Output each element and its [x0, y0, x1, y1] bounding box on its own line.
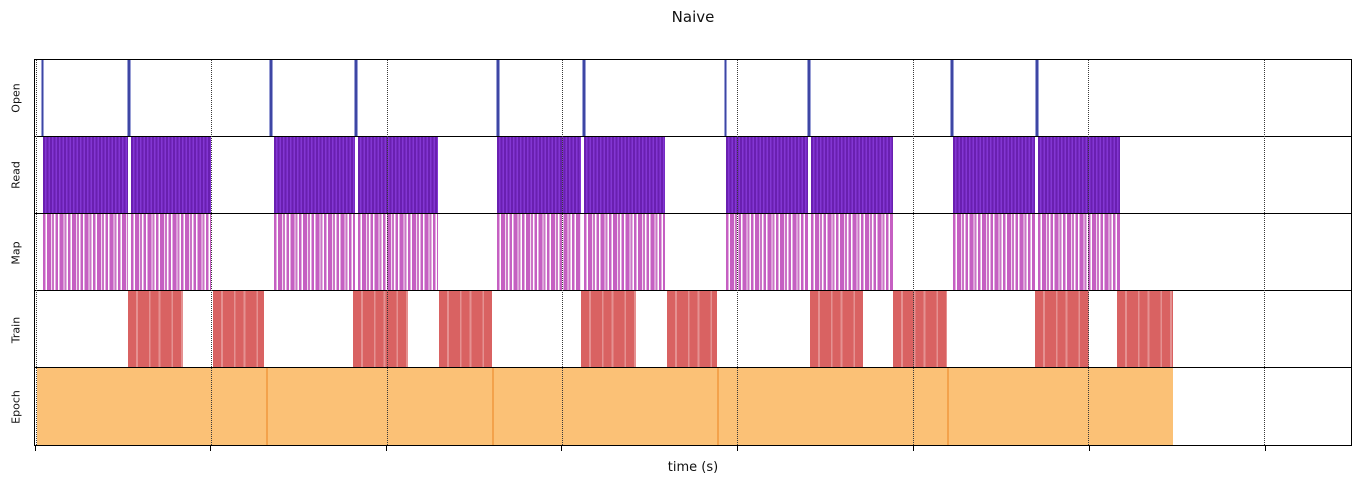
- map-bar: [130, 214, 211, 290]
- read-bar: [497, 137, 582, 213]
- y-axis-label-map: Map: [9, 240, 23, 265]
- x-tick-mark: [1265, 446, 1266, 451]
- train-bar: [1117, 291, 1174, 367]
- row-read: [35, 137, 1351, 214]
- read-bar: [584, 137, 666, 213]
- map-bar: [497, 214, 582, 290]
- train-bar: [127, 291, 183, 367]
- map-bar: [952, 214, 1036, 290]
- map-bar: [357, 214, 439, 290]
- map-bar: [725, 214, 808, 290]
- open-event-bar: [807, 60, 812, 136]
- x-gridline: [1088, 60, 1090, 445]
- epoch-bar: [946, 368, 1174, 445]
- train-bar: [581, 291, 637, 367]
- open-event-bar: [950, 60, 955, 136]
- x-gridline: [1264, 60, 1266, 445]
- x-gridline: [386, 60, 388, 445]
- open-event-bar: [723, 60, 728, 136]
- read-bar: [130, 137, 211, 213]
- y-axis-label-read: Read: [9, 161, 23, 189]
- x-tick-mark: [737, 446, 739, 451]
- x-tick-mark: [210, 446, 212, 451]
- read-bar: [952, 137, 1036, 213]
- x-tick-mark: [912, 446, 914, 451]
- train-bar: [667, 291, 717, 367]
- open-event-bar: [1035, 60, 1039, 136]
- y-axis-label-epoch: Epoch: [9, 390, 23, 425]
- x-tick-mark: [386, 446, 388, 451]
- open-event-bar: [495, 60, 500, 136]
- train-bar: [892, 291, 947, 367]
- train-bar: [352, 291, 409, 367]
- train-bar: [439, 291, 493, 367]
- x-tick-mark: [1089, 446, 1091, 451]
- y-axis-label-open: Open: [9, 82, 23, 113]
- epoch-bar: [36, 368, 266, 445]
- chart-title: Naive: [671, 8, 715, 26]
- x-axis-ticks: [34, 446, 1352, 452]
- open-event-bar: [40, 60, 45, 136]
- open-event-bar: [269, 60, 274, 136]
- row-open: [35, 60, 1351, 137]
- y-axis-label-train: Train: [9, 316, 23, 344]
- open-event-bar: [581, 60, 586, 136]
- read-bar: [273, 137, 355, 213]
- plot-area: [34, 59, 1352, 446]
- row-map: [35, 214, 1351, 291]
- read-bar: [1038, 137, 1121, 213]
- x-gridline: [211, 60, 213, 445]
- read-bar: [43, 137, 128, 213]
- map-bar: [810, 214, 893, 290]
- train-bar: [1035, 291, 1090, 367]
- x-axis-label: time (s): [667, 460, 719, 475]
- open-event-bar: [353, 60, 358, 136]
- train-bar: [212, 291, 264, 367]
- x-gridline: [561, 60, 563, 445]
- x-gridline: [36, 60, 38, 445]
- epoch-bar: [265, 368, 493, 445]
- map-bar: [584, 214, 666, 290]
- map-bar: [1038, 214, 1121, 290]
- read-bar: [357, 137, 439, 213]
- row-epoch: [35, 368, 1351, 445]
- row-train: [35, 291, 1351, 368]
- open-event-bar: [127, 60, 132, 136]
- x-tick-mark: [35, 446, 37, 451]
- map-bar: [273, 214, 355, 290]
- read-bar: [725, 137, 808, 213]
- train-bar: [809, 291, 863, 367]
- read-bar: [810, 137, 893, 213]
- map-bar: [43, 214, 128, 290]
- epoch-bar: [716, 368, 947, 445]
- epoch-bar: [492, 368, 717, 445]
- x-gridline: [736, 60, 738, 445]
- x-gridline: [912, 60, 914, 445]
- x-tick-mark: [561, 446, 563, 451]
